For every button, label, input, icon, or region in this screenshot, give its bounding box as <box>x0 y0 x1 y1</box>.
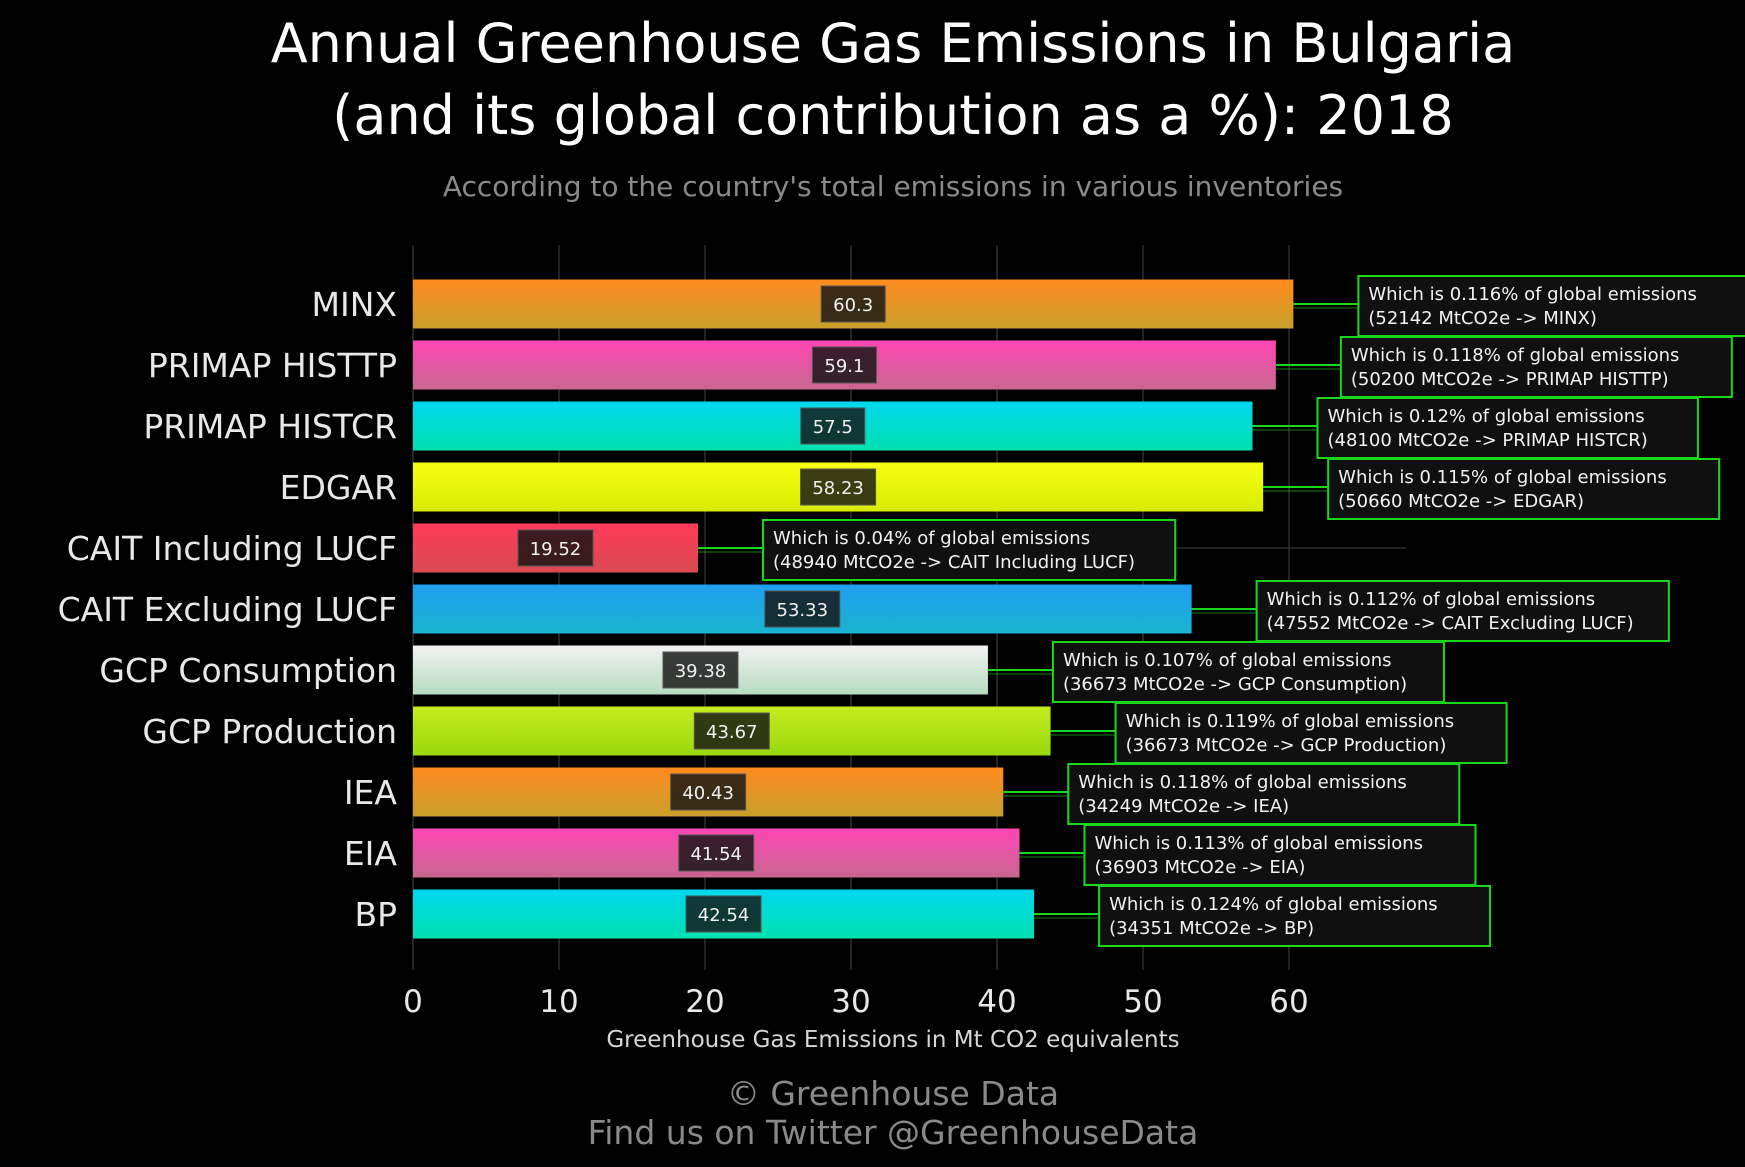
annotation-line-1: Which is 0.124% of global emissions <box>1109 894 1438 915</box>
chart-subtitle: According to the country's total emissio… <box>443 170 1343 203</box>
category-label: BP <box>354 895 397 934</box>
annotation-box <box>1098 885 1492 947</box>
annotation-box <box>1339 336 1733 398</box>
value-label: 58.23 <box>812 478 864 499</box>
annotation-line-2: (47552 MtCO2e -> CAIT Excluding LUCF) <box>1267 613 1634 634</box>
value-label-box <box>693 712 770 750</box>
category-label: PRIMAP HISTTP <box>148 346 397 385</box>
annotation-line-2: (36673 MtCO2e -> GCP Production) <box>1126 735 1447 756</box>
annotation-line-1: Which is 0.113% of global emissions <box>1094 833 1423 854</box>
annotation-box <box>1051 641 1445 703</box>
annotation-box <box>761 519 1177 581</box>
footer-twitter: Find us on Twitter @GreenhouseData <box>588 1113 1199 1152</box>
value-label-box <box>678 834 755 872</box>
category-label: CAIT Including LUCF <box>67 529 397 568</box>
annotations: Which is 0.116% of global emissions (5214… <box>697 275 1745 947</box>
x-tick-label: 0 <box>403 984 423 1020</box>
annotation-line-1: Which is 0.12% of global emissions <box>1328 406 1645 427</box>
annotation-line-2: (36673 MtCO2e -> GCP Consumption) <box>1063 674 1407 695</box>
annotation-line-1: Which is 0.115% of global emissions <box>1338 467 1667 488</box>
value-label: 60.3 <box>833 295 873 316</box>
category-label: PRIMAP HISTCR <box>143 407 397 446</box>
category-label: GCP Production <box>142 712 397 751</box>
annotation-box <box>1083 824 1477 886</box>
value-label-box <box>685 895 762 933</box>
annotation-box <box>1316 397 1699 459</box>
value-label-box <box>670 773 747 811</box>
value-label: 53.33 <box>777 600 829 621</box>
annotation-line-1: Which is 0.112% of global emissions <box>1267 589 1596 610</box>
value-label-box <box>800 468 877 506</box>
bars: MINX 60.3 PRIMAP HISTTP 59.1 PRIMAP HISTCR 57… <box>58 279 1294 939</box>
value-label-box <box>764 590 841 628</box>
x-tick-label: 40 <box>977 984 1016 1020</box>
value-label: 40.43 <box>682 783 734 804</box>
x-tick-label: 20 <box>685 984 724 1020</box>
footer-copyright: © Greenhouse Data <box>727 1074 1059 1113</box>
value-label-box <box>820 285 886 323</box>
value-label: 41.54 <box>690 844 742 865</box>
value-label: 57.5 <box>813 417 853 438</box>
annotation-box <box>1327 458 1721 520</box>
annotation-line-2: (48940 MtCO2e -> CAIT Including LUCF) <box>773 552 1135 573</box>
annotation-line-1: Which is 0.107% of global emissions <box>1063 650 1392 671</box>
value-label-box <box>662 651 739 689</box>
value-label-box <box>517 529 594 567</box>
annotation-line-2: (48100 MtCO2e -> PRIMAP HISTCR) <box>1328 430 1648 451</box>
annotation-line-1: Which is 0.116% of global emissions <box>1368 284 1697 305</box>
category-label: MINX <box>312 285 398 324</box>
annotation-box <box>1067 763 1461 825</box>
category-label: EDGAR <box>280 468 397 507</box>
value-label: 42.54 <box>698 905 750 926</box>
annotation-line-2: (34351 MtCO2e -> BP) <box>1109 918 1314 939</box>
annotation-line-1: Which is 0.119% of global emissions <box>1126 711 1455 732</box>
annotation-line-2: (50200 MtCO2e -> PRIMAP HISTTP) <box>1351 369 1669 390</box>
value-label-box <box>800 407 866 445</box>
annotation-line-2: (52142 MtCO2e -> MINX) <box>1368 308 1597 329</box>
annotation-line-2: (36903 MtCO2e -> EIA) <box>1094 857 1305 878</box>
annotation-box <box>1357 275 1745 337</box>
annotation-box <box>1255 580 1670 642</box>
category-label: EIA <box>344 834 398 873</box>
value-label: 59.1 <box>824 356 864 377</box>
chart-title-line-1: Annual Greenhouse Gas Emissions in Bulga… <box>271 12 1516 75</box>
category-label: CAIT Excluding LUCF <box>58 590 397 629</box>
annotation-line-1: Which is 0.118% of global emissions <box>1078 772 1407 793</box>
x-tick-label: 50 <box>1123 984 1162 1020</box>
annotation-line-1: Which is 0.118% of global emissions <box>1351 345 1680 366</box>
annotation-line-1: Which is 0.04% of global emissions <box>773 528 1090 549</box>
value-label-box <box>811 346 877 384</box>
category-label: IEA <box>344 773 398 812</box>
x-tick-label: 10 <box>539 984 578 1020</box>
x-tick-label: 60 <box>1269 984 1308 1020</box>
x-axis: 0 10 20 30 40 50 60 <box>403 984 1309 1020</box>
value-label: 19.52 <box>530 539 582 560</box>
annotation-line-2: (34249 MtCO2e -> IEA) <box>1078 796 1289 817</box>
category-label: GCP Consumption <box>99 651 397 690</box>
annotation-line-2: (50660 MtCO2e -> EDGAR) <box>1338 491 1584 512</box>
x-axis-label: Greenhouse Gas Emissions in Mt CO2 equiv… <box>606 1027 1179 1053</box>
chart-title-line-2: (and its global contribution as a %): 20… <box>332 84 1453 147</box>
value-label: 39.38 <box>675 661 727 682</box>
x-tick-label: 30 <box>831 984 870 1020</box>
value-label: 43.67 <box>706 722 758 743</box>
